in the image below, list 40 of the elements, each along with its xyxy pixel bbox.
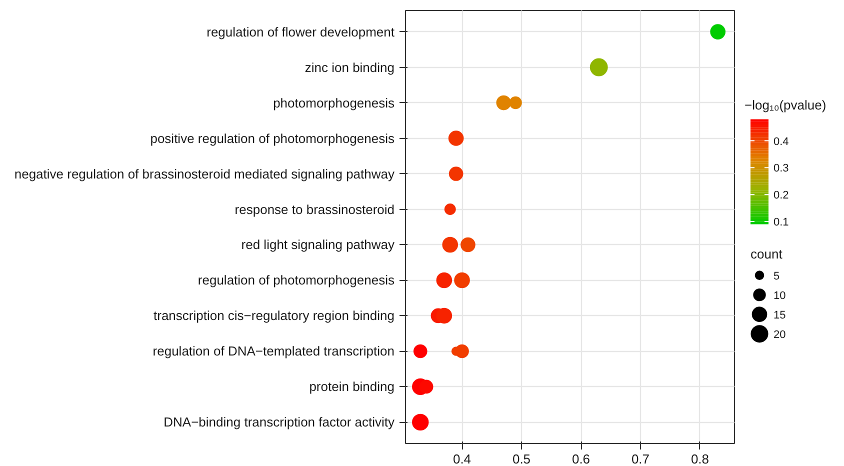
y-tick-label: negative regulation of brassinosteroid mediated signaling pathway (14, 166, 395, 182)
x-tick-label: 0.6 (572, 452, 590, 466)
y-tick-label: photomorphogenesis (273, 95, 395, 110)
y-tick-label: response to brassinosteroid (234, 202, 394, 217)
point (454, 272, 470, 288)
legend-title: count (750, 246, 783, 262)
legend-label: 5 (774, 270, 780, 282)
x-tick-label: 0.4 (452, 452, 472, 466)
point (460, 237, 476, 252)
point (448, 166, 464, 181)
legend-label: 20 (774, 328, 786, 341)
color-bar-title: −log₁₀(pvalue) (744, 98, 826, 113)
y-tick-label: DNA−binding transcription factor activity (164, 414, 395, 430)
x-tick-label: 0.7 (631, 452, 650, 466)
color-bar-label: 0.2 (774, 190, 789, 202)
point (448, 130, 464, 146)
point (442, 236, 458, 253)
legend-label: 15 (774, 309, 786, 322)
y-tick-label: regulation of photomorphogenesis (198, 272, 395, 288)
x-tick-label: 0.8 (690, 452, 710, 466)
point (436, 272, 452, 288)
color-bar-label: 0.1 (774, 216, 789, 229)
y-tick-label: regulation of DNA−templated transcription (152, 344, 395, 359)
x-tick-label: 0.5 (512, 452, 531, 466)
point (436, 308, 452, 324)
point (710, 24, 726, 40)
y-tick-label: zinc ion binding (304, 60, 395, 75)
y-tick-label: transcription cis−regulatory region binding (154, 308, 395, 324)
point (509, 96, 522, 110)
y-tick-label: protein binding (309, 379, 395, 394)
y-tick-label: red light signaling pathway (241, 237, 395, 252)
y-tick-label: regulation of flower development (206, 24, 395, 40)
point (455, 344, 469, 358)
point (419, 380, 434, 394)
point (496, 95, 512, 110)
point (413, 344, 428, 358)
color-bar-label: 0.4 (774, 136, 789, 148)
legend-label: 10 (774, 290, 786, 302)
color-bar-label: 0.3 (774, 162, 789, 175)
y-tick-label: positive regulation of photomorphogenesis (150, 130, 395, 146)
